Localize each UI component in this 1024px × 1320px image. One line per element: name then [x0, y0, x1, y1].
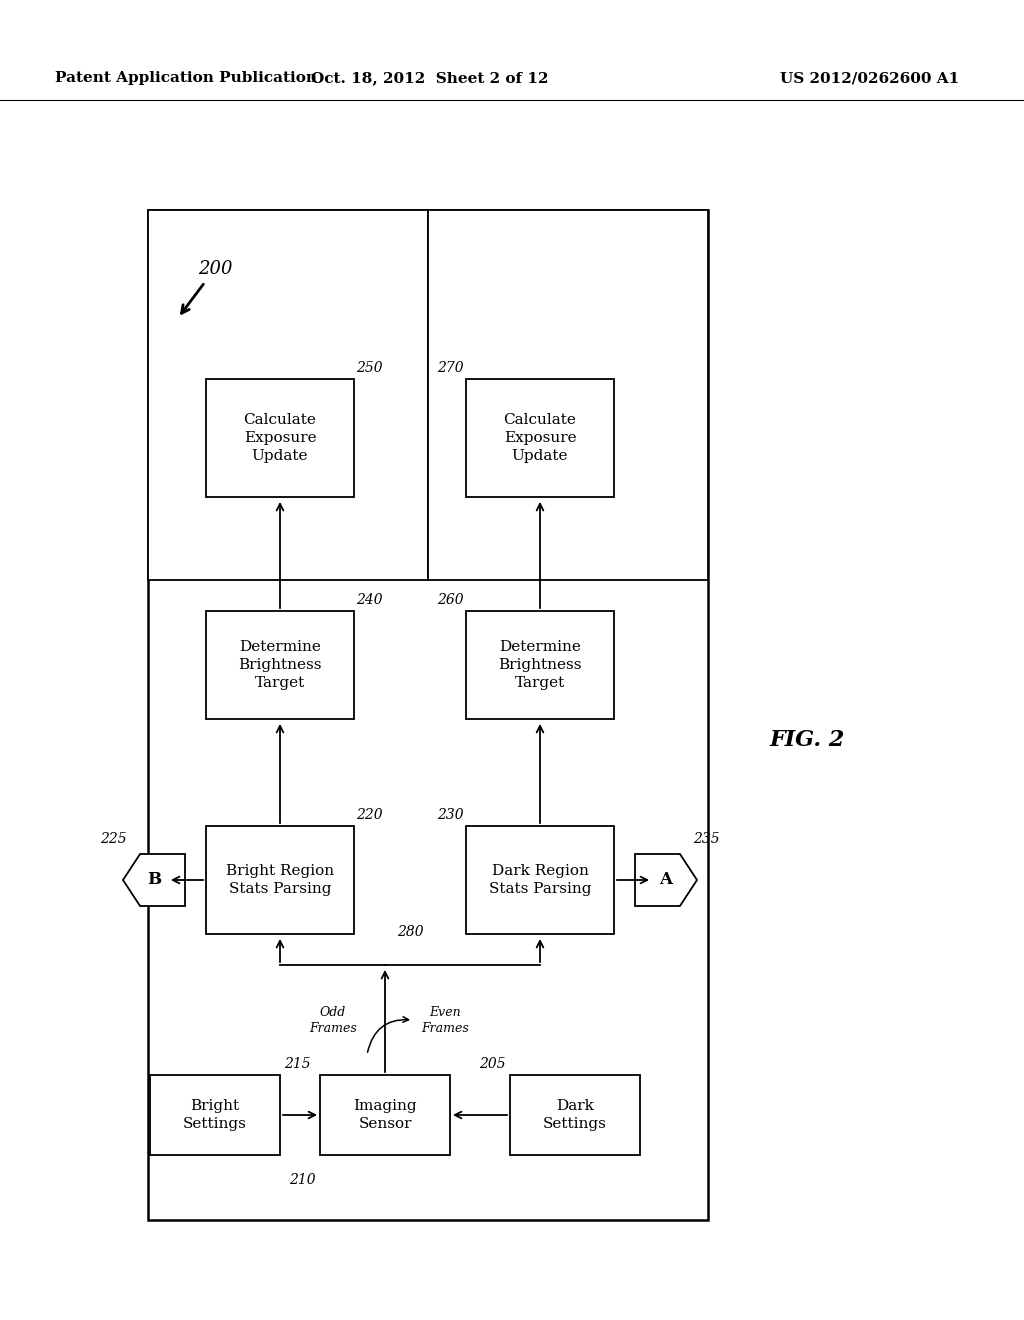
Text: 280: 280 [397, 925, 424, 939]
Text: A: A [659, 871, 673, 888]
Text: US 2012/0262600 A1: US 2012/0262600 A1 [780, 71, 959, 84]
Text: Odd
Frames: Odd Frames [309, 1006, 357, 1035]
Text: Dark Region
Stats Parsing: Dark Region Stats Parsing [488, 863, 591, 896]
Bar [148, 210, 708, 1220]
Text: Oct. 18, 2012  Sheet 2 of 12: Oct. 18, 2012 Sheet 2 of 12 [311, 71, 549, 84]
Bar [428, 210, 708, 579]
Bar [206, 611, 354, 719]
Bar [466, 379, 614, 498]
Bar [319, 1074, 450, 1155]
Bar [510, 1074, 640, 1155]
Polygon shape [123, 854, 185, 906]
Text: 220: 220 [356, 808, 383, 822]
Text: Patent Application Publication: Patent Application Publication [55, 71, 317, 84]
Text: 225: 225 [100, 832, 127, 846]
Text: Bright
Settings: Bright Settings [183, 1098, 247, 1131]
Text: B: B [146, 871, 161, 888]
Bar [206, 826, 354, 935]
Text: Calculate
Exposure
Update: Calculate Exposure Update [244, 413, 316, 463]
Bar [206, 379, 354, 498]
Text: Determine
Brightness
Target: Determine Brightness Target [499, 640, 582, 690]
Text: 210: 210 [290, 1173, 316, 1187]
Bar [150, 1074, 280, 1155]
Text: 230: 230 [437, 808, 464, 822]
Text: Bright Region
Stats Parsing: Bright Region Stats Parsing [226, 863, 334, 896]
Text: 260: 260 [437, 593, 464, 607]
Text: Dark
Settings: Dark Settings [543, 1098, 607, 1131]
Text: 270: 270 [437, 360, 464, 375]
Text: Calculate
Exposure
Update: Calculate Exposure Update [504, 413, 577, 463]
Text: Imaging
Sensor: Imaging Sensor [353, 1098, 417, 1131]
Text: 235: 235 [693, 832, 720, 846]
Bar [466, 611, 614, 719]
Bar [466, 826, 614, 935]
Text: 205: 205 [479, 1057, 506, 1071]
Text: Even
Frames: Even Frames [421, 1006, 469, 1035]
Text: FIG. 2: FIG. 2 [770, 729, 846, 751]
Text: Determine
Brightness
Target: Determine Brightness Target [239, 640, 322, 690]
Text: 240: 240 [356, 593, 383, 607]
Polygon shape [635, 854, 697, 906]
Text: 215: 215 [284, 1057, 310, 1071]
Text: 250: 250 [356, 360, 383, 375]
Bar [148, 210, 428, 579]
Text: 200: 200 [198, 260, 232, 279]
